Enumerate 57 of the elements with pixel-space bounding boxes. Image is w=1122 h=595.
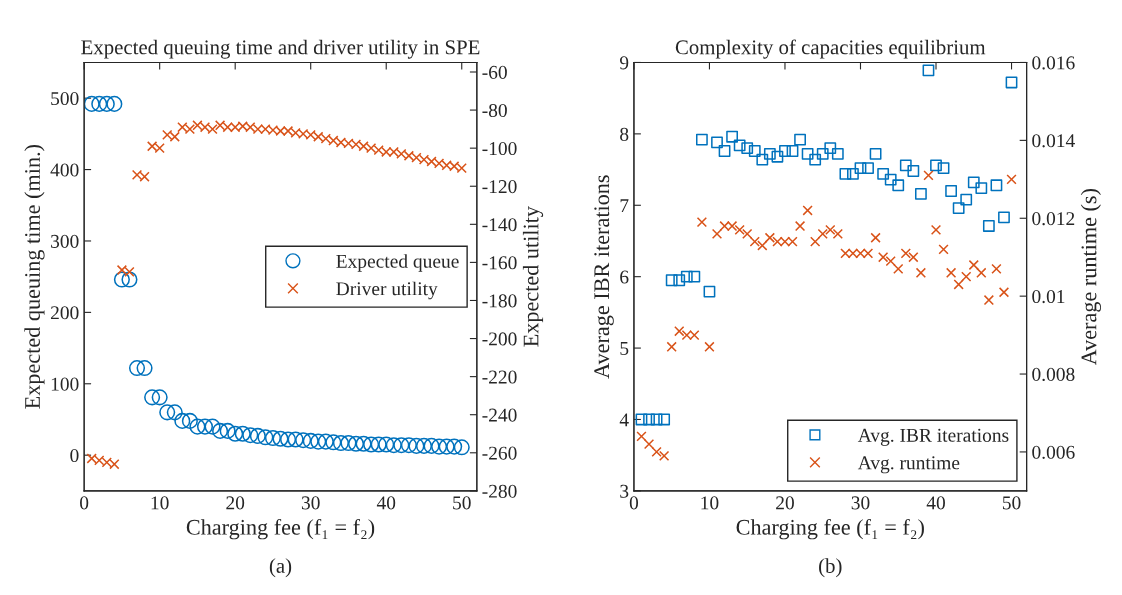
y-tick-label: 100 bbox=[51, 377, 79, 391]
legend-label: Avg. IBR iterations bbox=[857, 428, 1009, 446]
y-axis-title: Expected queuing time (min.) bbox=[24, 144, 45, 409]
x-tick-label: 0 bbox=[629, 496, 639, 510]
legend-label: Driver utility bbox=[336, 281, 438, 300]
x-tick-label: 10 bbox=[701, 496, 719, 510]
y2-tick-label: -60 bbox=[482, 65, 507, 79]
y2-axis-title: Average runtime (s) bbox=[1080, 189, 1102, 366]
y2-tick-label: 0.016 bbox=[1032, 56, 1075, 70]
x-tick-label: 50 bbox=[453, 496, 471, 510]
y2-tick-label: -180 bbox=[482, 294, 517, 308]
y2-tick-label: 0.012 bbox=[1032, 212, 1075, 226]
y2-tick-label: 0.01 bbox=[1032, 289, 1065, 304]
y-axis-title: Average IBR iterations bbox=[594, 175, 614, 379]
y2-tick-label: 0.006 bbox=[1032, 445, 1075, 459]
x-tick-label: 0 bbox=[80, 496, 89, 510]
x-tick-label: 20 bbox=[226, 496, 245, 510]
y2-tick-label: -200 bbox=[482, 332, 517, 346]
y-tick-label: 4 bbox=[619, 413, 629, 427]
y2-tick-label: -140 bbox=[482, 218, 517, 232]
y2-tick-label: -120 bbox=[482, 180, 517, 194]
x-tick-label: 10 bbox=[151, 496, 169, 510]
y-tick-label: 300 bbox=[51, 234, 79, 248]
y-tick-label: 500 bbox=[51, 91, 79, 106]
chart-title: Expected queuing time and driver utility in SPE bbox=[81, 39, 480, 59]
y2-axis-title: Expected utility bbox=[522, 206, 544, 347]
y-tick-label: 7 bbox=[620, 199, 629, 213]
y2-tick-label: -100 bbox=[482, 141, 517, 156]
y2-tick-label: -280 bbox=[482, 484, 517, 498]
x-axis-title: Charging fee (f₁ = f₂) bbox=[736, 518, 924, 540]
legend-label: Avg. runtime bbox=[857, 456, 960, 474]
text: (b) bbox=[819, 558, 842, 578]
x-tick-label: 40 bbox=[926, 496, 945, 510]
x-tick-label: 30 bbox=[301, 496, 320, 510]
x-tick-label: 40 bbox=[376, 496, 396, 510]
x-tick-label: 50 bbox=[1002, 496, 1021, 510]
y2-tick-label: -220 bbox=[482, 370, 517, 384]
x-tick-label: 20 bbox=[776, 496, 794, 510]
y-tick-label: 400 bbox=[50, 163, 79, 177]
y2-tick-label: -80 bbox=[482, 103, 507, 118]
y2-tick-label: 0.014 bbox=[1032, 134, 1075, 148]
y-tick-label: 5 bbox=[620, 342, 629, 356]
y-tick-label: 9 bbox=[619, 56, 629, 70]
y2-tick-label: -160 bbox=[482, 256, 517, 270]
y-tick-label: 3 bbox=[620, 484, 629, 498]
y2-tick-label: 0.008 bbox=[1032, 367, 1075, 382]
text: (a) bbox=[269, 558, 292, 578]
y2-tick-label: -260 bbox=[482, 446, 517, 460]
y-tick-label: 6 bbox=[620, 270, 629, 284]
x-tick-label: 30 bbox=[851, 496, 870, 510]
y-tick-label: 0 bbox=[70, 448, 79, 463]
y-tick-label: 8 bbox=[620, 127, 629, 141]
y-tick-label: 200 bbox=[50, 306, 79, 320]
chart-title: Complexity of capacities equilibrium bbox=[675, 39, 986, 59]
legend-label: Expected queue bbox=[336, 254, 459, 272]
x-axis-title: Charging fee (f₁ = f₂) bbox=[186, 518, 375, 540]
y2-tick-label: -240 bbox=[482, 408, 517, 422]
